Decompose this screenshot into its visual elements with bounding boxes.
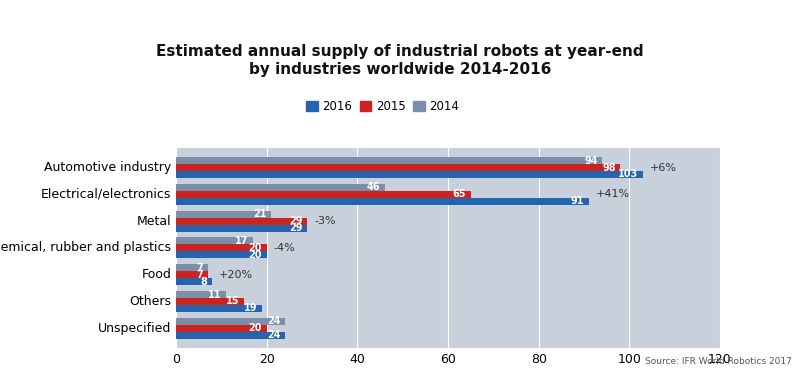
Bar [176, 157, 602, 164]
Text: 15: 15 [226, 296, 239, 306]
Text: 19: 19 [244, 303, 258, 313]
Text: +41%: +41% [595, 189, 630, 199]
Bar [176, 332, 285, 339]
Text: 24: 24 [266, 316, 280, 326]
Text: 20: 20 [249, 323, 262, 333]
Bar [176, 171, 643, 178]
Text: 7: 7 [197, 270, 203, 280]
Text: 65: 65 [453, 189, 466, 199]
Bar [176, 184, 385, 191]
Bar [176, 305, 262, 312]
Bar [176, 211, 271, 218]
Bar [176, 218, 307, 225]
Bar [176, 245, 266, 251]
Bar [176, 278, 212, 285]
Text: 29: 29 [290, 216, 303, 226]
Bar [176, 298, 244, 305]
Text: Source: IFR World Robotics 2017: Source: IFR World Robotics 2017 [645, 357, 792, 366]
Text: -3%: -3% [314, 216, 336, 226]
Bar [176, 264, 208, 271]
Bar [176, 325, 266, 332]
Text: 91: 91 [570, 196, 584, 206]
Text: 103: 103 [618, 169, 638, 179]
Text: 46: 46 [366, 182, 380, 192]
Text: 94: 94 [584, 155, 598, 165]
Text: 29: 29 [290, 223, 303, 233]
Text: 8: 8 [201, 277, 208, 287]
Bar [176, 198, 589, 205]
Text: 7: 7 [197, 263, 203, 273]
Bar [176, 191, 470, 198]
Text: 24: 24 [266, 330, 280, 340]
Bar [176, 251, 266, 258]
Bar [176, 318, 285, 325]
Legend: 2016, 2015, 2014: 2016, 2015, 2014 [302, 96, 464, 118]
Bar [176, 225, 307, 232]
Bar [176, 238, 253, 245]
Text: 17: 17 [235, 236, 249, 246]
Text: -4%: -4% [274, 243, 295, 253]
Text: +20%: +20% [219, 270, 253, 280]
Text: 20: 20 [249, 243, 262, 253]
Text: 11: 11 [208, 289, 222, 299]
Bar [176, 164, 620, 171]
Text: Estimated annual supply of industrial robots at year-end
by industries worldwide: Estimated annual supply of industrial ro… [156, 44, 644, 77]
Text: 21: 21 [253, 209, 266, 219]
Bar [176, 271, 208, 278]
Text: 20: 20 [249, 250, 262, 260]
Text: 98: 98 [602, 162, 616, 172]
Text: +6%: +6% [650, 162, 677, 172]
Bar [176, 291, 226, 298]
